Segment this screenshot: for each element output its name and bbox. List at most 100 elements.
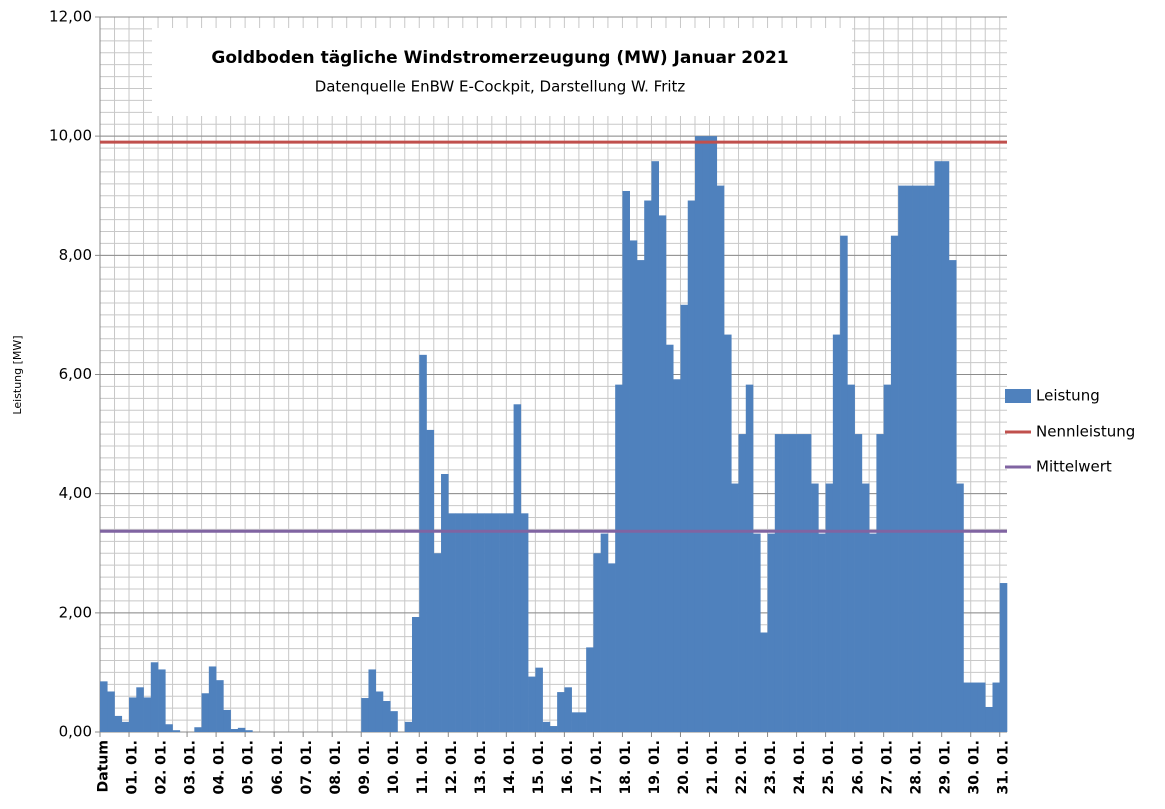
bar xyxy=(861,483,870,732)
bar xyxy=(549,726,558,732)
x-tick-label: 13. 01. xyxy=(473,740,489,794)
bar xyxy=(956,483,964,732)
bar xyxy=(796,434,805,732)
y-tick-label: 2,00 xyxy=(59,603,92,621)
bar xyxy=(216,680,224,732)
bar xyxy=(825,483,834,732)
bar xyxy=(158,669,166,732)
bar xyxy=(114,715,123,732)
bar xyxy=(745,384,754,732)
bar xyxy=(912,185,921,732)
bar xyxy=(665,344,674,732)
bar xyxy=(441,474,449,732)
y-tick-label: 6,00 xyxy=(59,365,92,383)
bar xyxy=(767,533,776,732)
x-tick-label: 24. 01. xyxy=(792,740,808,794)
bar xyxy=(208,666,217,732)
x-tick-label: 16. 01. xyxy=(560,740,576,794)
bar xyxy=(230,729,239,732)
bar xyxy=(404,721,413,732)
bar xyxy=(753,533,761,732)
bar xyxy=(840,235,848,732)
bar xyxy=(622,190,630,732)
bar xyxy=(477,513,485,732)
x-tick-label: 26. 01. xyxy=(850,740,866,794)
bar xyxy=(172,730,181,732)
y-tick-label: 10,00 xyxy=(49,127,92,145)
bar xyxy=(905,185,913,732)
bar xyxy=(738,434,747,732)
bar xyxy=(760,632,768,732)
bar xyxy=(107,691,115,732)
legend-label: Leistung xyxy=(1036,387,1100,405)
bar xyxy=(165,724,173,732)
bar xyxy=(992,682,1001,732)
chart-title: Goldboden tägliche Windstromerzeugung (M… xyxy=(211,48,788,68)
legend-label: Nennleistung xyxy=(1036,423,1135,441)
bar xyxy=(426,429,435,732)
x-tick-label: 19. 01. xyxy=(647,740,663,794)
legend-swatch xyxy=(1005,389,1031,403)
bar xyxy=(687,200,696,732)
title-box xyxy=(152,28,852,116)
bar xyxy=(724,334,732,732)
bar xyxy=(245,730,253,732)
bar xyxy=(600,533,609,732)
x-tick-label: 10. 01. xyxy=(386,740,402,794)
x-tick-label: 05. 01. xyxy=(241,740,257,794)
x-tick-label: 28. 01. xyxy=(908,740,924,794)
y-tick-label: 8,00 xyxy=(59,246,92,264)
bar xyxy=(578,712,587,732)
bar xyxy=(150,662,159,732)
bar xyxy=(513,404,522,732)
bar xyxy=(564,687,572,732)
bar xyxy=(970,682,979,732)
bar xyxy=(977,682,986,732)
bar xyxy=(716,185,725,732)
bar xyxy=(876,434,884,732)
x-tick-label: 27. 01. xyxy=(879,740,895,794)
bar xyxy=(658,215,667,733)
x-tick-label: 11. 01. xyxy=(415,740,431,794)
bar xyxy=(607,563,616,732)
x-tick-label: 14. 01. xyxy=(502,740,518,794)
bar xyxy=(499,513,507,732)
x-tick-label: 29. 01. xyxy=(937,740,953,794)
chart-subtitle: Datenquelle EnBW E-Cockpit, Darstellung … xyxy=(315,78,686,96)
bar xyxy=(412,617,420,732)
bar xyxy=(680,304,689,732)
bar xyxy=(542,721,551,732)
bar xyxy=(143,697,152,732)
overlay xyxy=(100,140,1007,533)
bar xyxy=(586,647,594,732)
bar xyxy=(470,513,478,732)
bar xyxy=(934,161,942,733)
bar xyxy=(948,260,957,732)
y-tick-label: 12,00 xyxy=(49,8,92,26)
bar xyxy=(237,727,246,732)
x-tick-label: 23. 01. xyxy=(763,740,779,794)
bar xyxy=(898,185,906,732)
y-tick-label: 4,00 xyxy=(59,484,92,502)
bar xyxy=(811,483,819,732)
bar xyxy=(571,712,580,732)
bar xyxy=(832,334,841,732)
bar xyxy=(709,136,718,732)
bar xyxy=(963,682,972,732)
bar xyxy=(818,533,826,732)
x-tick-label: 18. 01. xyxy=(618,740,634,794)
x-tick-label: 21. 01. xyxy=(705,740,721,794)
bar xyxy=(201,693,210,732)
bar xyxy=(520,513,529,732)
bar xyxy=(999,583,1008,732)
bar xyxy=(919,185,928,732)
x-tick-label: 17. 01. xyxy=(589,740,605,794)
x-tick-label: 31. 01. xyxy=(995,740,1011,794)
bar xyxy=(194,727,202,732)
bar xyxy=(629,240,638,732)
bar xyxy=(361,698,369,732)
bar xyxy=(557,692,565,732)
bar xyxy=(390,711,398,732)
x-tick-label: 04. 01. xyxy=(212,740,228,794)
